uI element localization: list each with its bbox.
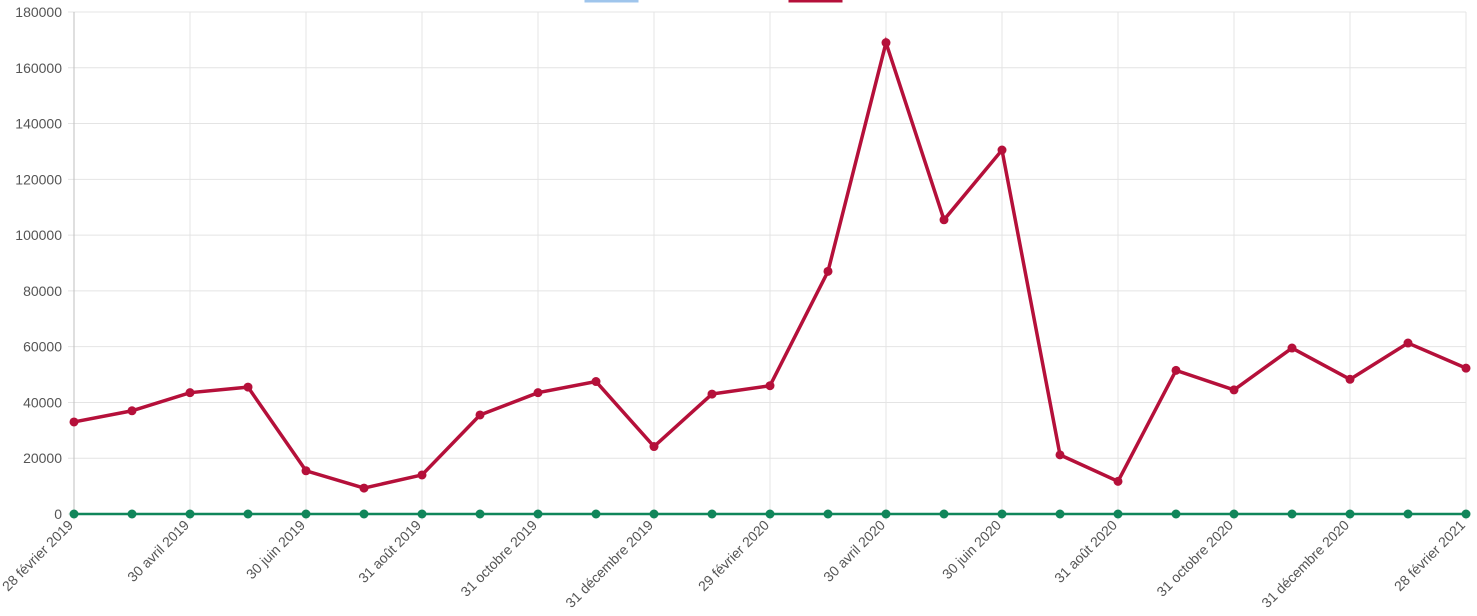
data-point[interactable] (185, 509, 195, 519)
y-tick-label: 60000 (23, 339, 62, 355)
legend[interactable] (584, 0, 843, 3)
data-point[interactable] (359, 509, 369, 519)
data-point[interactable] (997, 145, 1007, 155)
data-point[interactable] (1055, 509, 1065, 519)
y-axis: 0 20000 40000 60000 80000 100000 120000 140000 1… (15, 4, 62, 522)
y-tick-label: 40000 (23, 394, 62, 410)
y-tick-label: 140000 (15, 116, 62, 132)
series-2 (69, 509, 1471, 519)
data-point[interactable] (1171, 509, 1181, 519)
data-point[interactable] (997, 509, 1007, 519)
grid (68, 11, 1467, 520)
x-tick-label: 31 décembre 2020 (1258, 517, 1352, 611)
data-point[interactable] (127, 406, 137, 416)
data-point[interactable] (1055, 450, 1065, 460)
data-point[interactable] (1229, 509, 1239, 519)
data-point[interactable] (823, 509, 833, 519)
data-point[interactable] (881, 38, 891, 48)
data-point[interactable] (1403, 338, 1413, 348)
y-tick-label: 180000 (15, 4, 62, 20)
x-tick-label: 30 juin 2020 (939, 517, 1004, 582)
data-point[interactable] (301, 466, 311, 476)
y-tick-label: 160000 (15, 60, 62, 76)
data-point[interactable] (417, 509, 427, 519)
data-point[interactable] (243, 382, 253, 392)
data-point[interactable] (301, 509, 311, 519)
data-point[interactable] (69, 509, 79, 519)
data-point[interactable] (417, 470, 427, 480)
data-point[interactable] (591, 377, 601, 387)
data-point[interactable] (533, 388, 543, 398)
series-layer (69, 36, 1471, 519)
data-point[interactable] (707, 389, 717, 399)
x-tick-label: 31 août 2020 (1051, 517, 1120, 586)
data-point[interactable] (765, 381, 775, 391)
y-tick-label: 120000 (15, 171, 62, 187)
x-tick-label: 30 juin 2019 (243, 517, 308, 582)
data-point[interactable] (1287, 509, 1297, 519)
y-tick-label: 80000 (23, 283, 62, 299)
x-tick-label: 30 avril 2020 (820, 517, 888, 585)
x-axis: 28 février 2019 30 avril 2019 30 juin 2019… (0, 517, 1468, 611)
series-1 (69, 36, 1471, 493)
data-point[interactable] (69, 417, 79, 427)
data-point[interactable] (185, 388, 195, 398)
y-tick-label: 20000 (23, 450, 62, 466)
data-point[interactable] (1461, 363, 1471, 373)
data-point[interactable] (1345, 374, 1355, 384)
data-point[interactable] (649, 442, 659, 452)
data-point[interactable] (881, 509, 891, 519)
data-point[interactable] (1287, 343, 1297, 353)
data-point[interactable] (823, 266, 833, 276)
x-tick-label: 31 décembre 2019 (562, 517, 656, 611)
x-tick-label: 31 octobre 2019 (457, 517, 540, 600)
data-point[interactable] (707, 509, 717, 519)
data-point[interactable] (1113, 509, 1123, 519)
x-tick-label: 31 août 2019 (355, 517, 424, 586)
data-point[interactable] (939, 215, 949, 225)
data-point[interactable] (475, 509, 485, 519)
data-point[interactable] (1461, 509, 1471, 519)
data-point[interactable] (1345, 509, 1355, 519)
data-point[interactable] (533, 509, 543, 519)
data-point[interactable] (939, 509, 949, 519)
y-tick-label: 0 (54, 506, 62, 522)
x-tick-label: 31 octobre 2020 (1153, 517, 1236, 600)
data-point[interactable] (1171, 365, 1181, 375)
data-point[interactable] (359, 483, 369, 493)
legend-swatch-1[interactable] (584, 0, 639, 3)
legend-swatch-2[interactable] (788, 0, 843, 3)
x-tick-label: 28 février 2019 (0, 517, 76, 595)
data-point[interactable] (649, 509, 659, 519)
data-point[interactable] (591, 509, 601, 519)
data-point[interactable] (1113, 476, 1123, 486)
data-point[interactable] (1403, 509, 1413, 519)
data-point[interactable] (243, 509, 253, 519)
x-tick-label: 28 février 2021 (1391, 517, 1469, 595)
data-point[interactable] (765, 509, 775, 519)
y-tick-label: 100000 (15, 227, 62, 243)
data-point[interactable] (127, 509, 137, 519)
data-point[interactable] (1229, 385, 1239, 395)
x-tick-label: 29 février 2020 (695, 517, 773, 595)
data-point[interactable] (475, 410, 485, 420)
x-tick-label: 30 avril 2019 (124, 517, 192, 585)
